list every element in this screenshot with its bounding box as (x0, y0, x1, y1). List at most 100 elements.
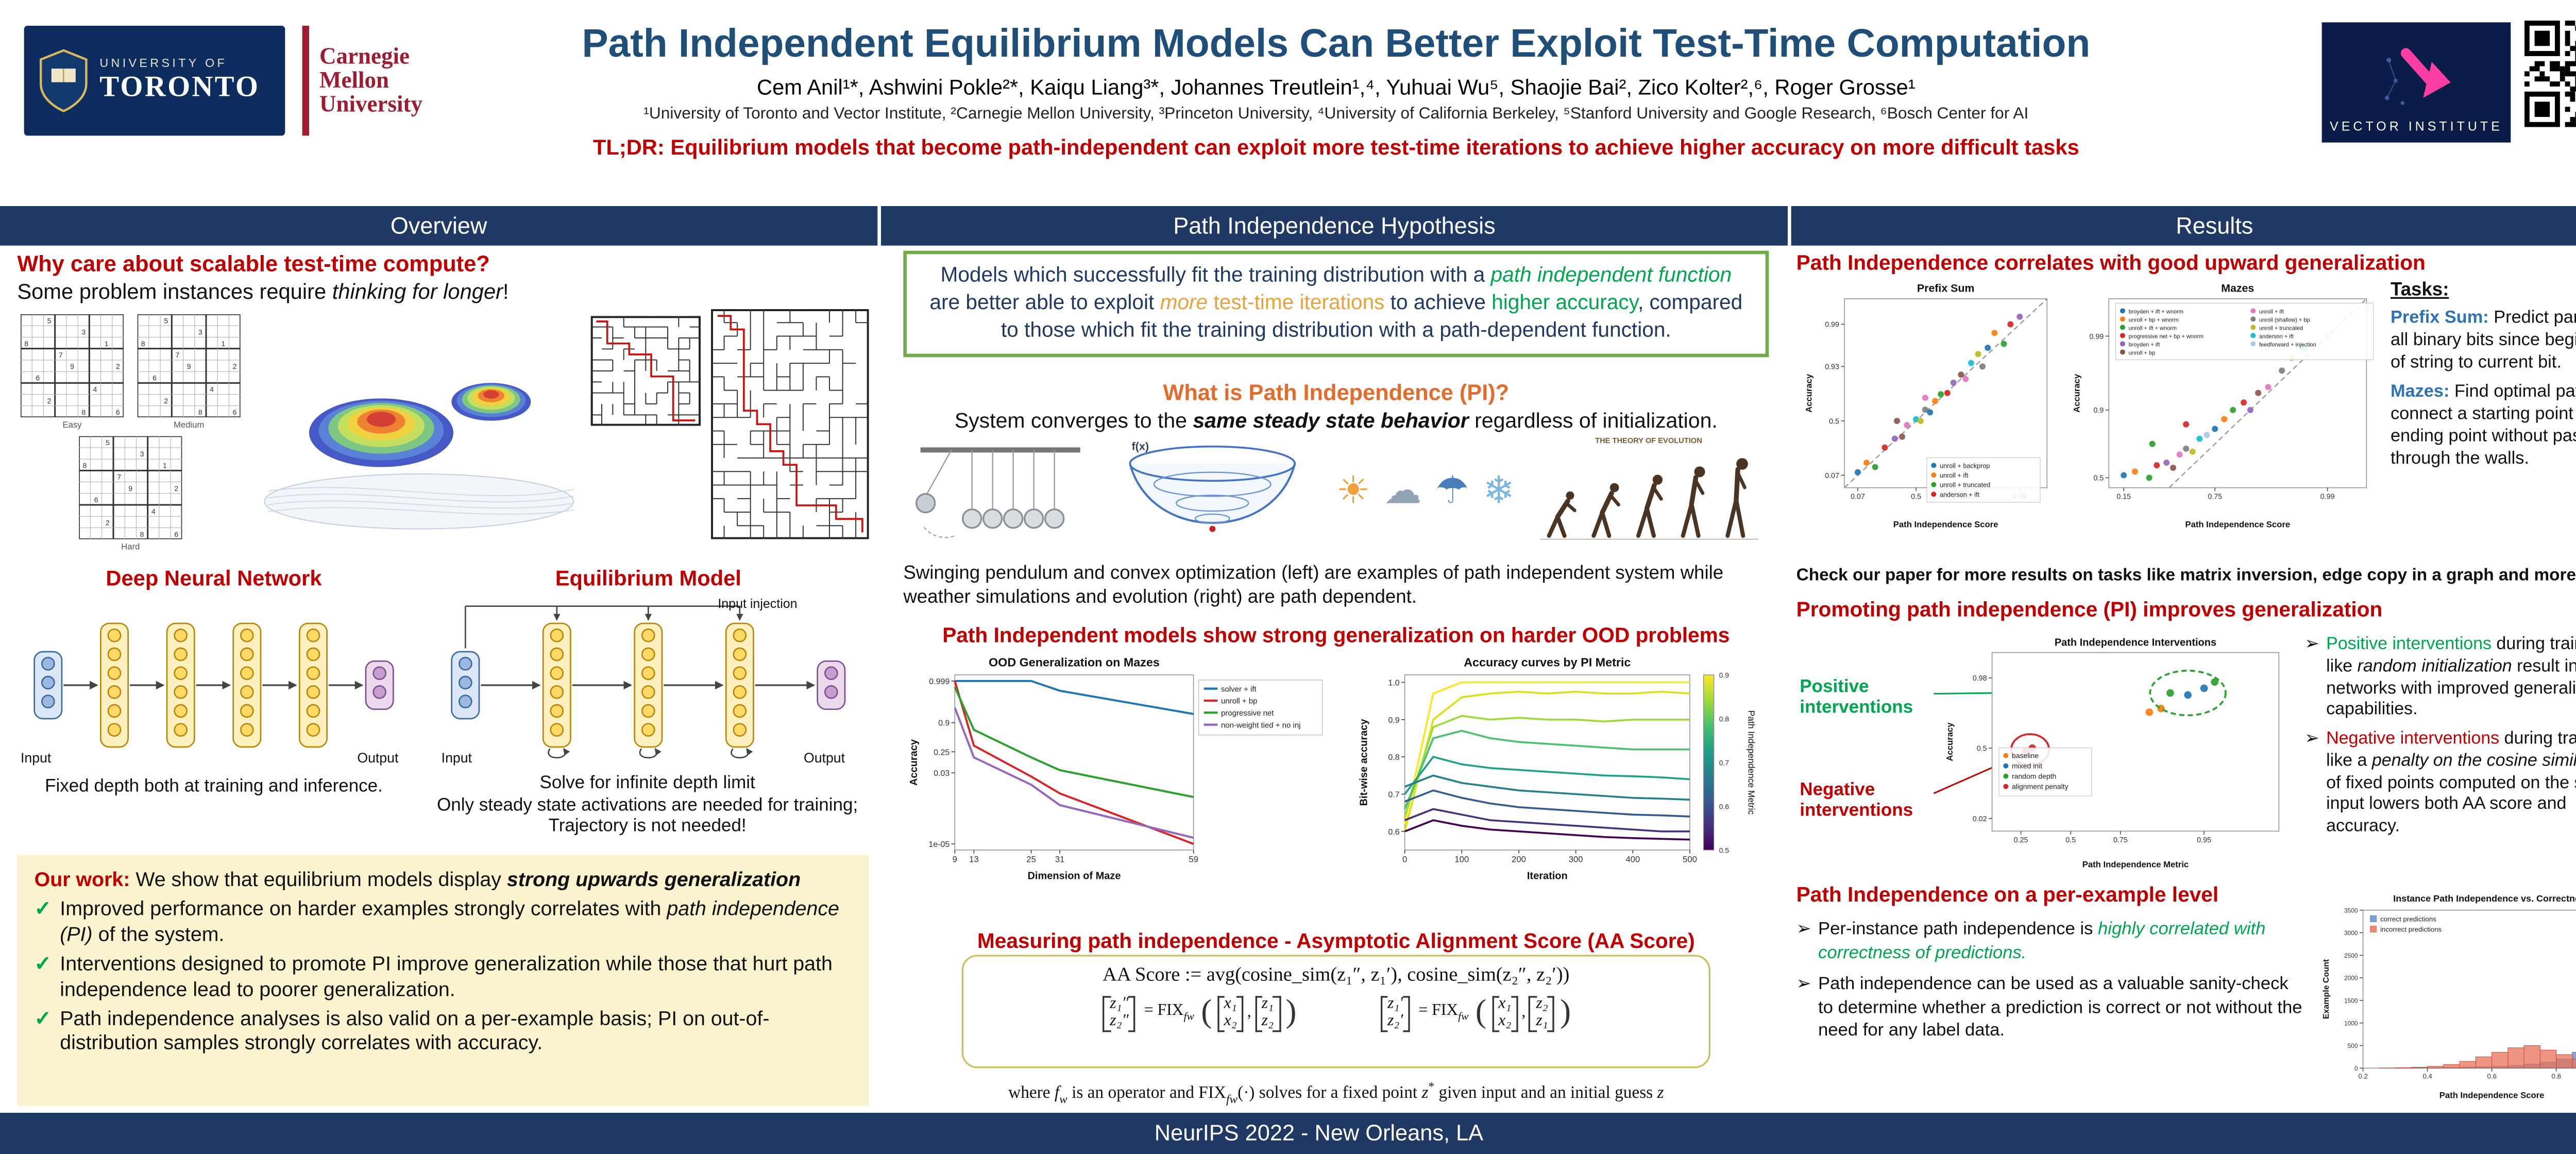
arrow-bullet-icon: ➢ (1796, 975, 1811, 995)
eq-caption-line1: Solve for infinite depth limit (539, 772, 755, 793)
svg-text:2: 2 (47, 397, 52, 405)
svg-text:solver + ift: solver + ift (1221, 685, 1257, 693)
svg-text:400: 400 (1625, 854, 1640, 864)
svg-text:6: 6 (152, 374, 157, 382)
svg-text:Accuracy: Accuracy (1804, 374, 1814, 413)
svg-text:6: 6 (94, 496, 98, 504)
svg-text:0.25: 0.25 (934, 748, 950, 757)
affiliations: ¹University of Toronto and Vector Instit… (643, 105, 2029, 124)
svg-text:7: 7 (59, 351, 63, 359)
our-work-bullet-2-text: Interventions designed to promote PI imp… (60, 952, 833, 1000)
band-overview: Overview (0, 206, 878, 246)
band-hypothesis: Path Independence Hypothesis (880, 206, 1788, 246)
eq-injection-label: Input injection (718, 596, 798, 612)
svg-text:0.75: 0.75 (2208, 493, 2222, 501)
tasks-title: Tasks: (2390, 280, 2449, 301)
svg-text:0.9: 0.9 (2093, 406, 2104, 415)
svg-text:Dimension of Maze: Dimension of Maze (1027, 871, 1121, 882)
svg-text:0.99: 0.99 (2320, 493, 2335, 501)
overview-subline: Some problem instances require thinking … (17, 280, 509, 304)
hypothesis-claim-box: Models which successfully fit the traini… (903, 250, 1769, 358)
svg-text:0.6: 0.6 (1719, 802, 1730, 810)
svg-text:unroll + ift: unroll + ift (1940, 472, 1969, 479)
prefix-sum-scatter-chart: Prefix Sum Path Independence Score Accurac… (1804, 282, 2048, 529)
check-icon: ✓ (34, 952, 52, 976)
uoft-line1: UNIVERSITY OF (99, 57, 228, 70)
svg-text:f(x): f(x) (1131, 439, 1149, 452)
svg-text:0.03: 0.03 (934, 769, 950, 778)
svg-text:broyden + ift: broyden + ift (2129, 342, 2160, 348)
svg-text:2: 2 (116, 362, 120, 370)
our-work-bullet-3-text: Path independence analyses is also valid… (60, 1006, 770, 1055)
svg-text:9: 9 (128, 484, 132, 493)
svg-text:Bit-wise accuracy: Bit-wise accuracy (1358, 719, 1369, 806)
svg-text:unroll + backprop: unroll + backprop (1940, 462, 1990, 469)
svg-text:0.93: 0.93 (1825, 363, 1839, 371)
svg-text:0.8: 0.8 (1719, 715, 1730, 723)
svg-text:Iteration: Iteration (1527, 871, 1568, 882)
header-center: Path Independent Equilibrium Models Can … (474, 21, 2198, 160)
svg-text:8: 8 (140, 530, 144, 538)
cmu-line3: University (319, 91, 422, 117)
eq-caption-line2: Only steady state activations are needed… (437, 794, 858, 837)
check-icon: ✓ (34, 897, 52, 921)
tasks-panel: Tasks: Prefix Sum: Predict parity of all… (2391, 278, 2576, 471)
band-results: Results (1791, 206, 2576, 246)
svg-text:unroll + truncated: unroll + truncated (2259, 325, 2303, 331)
svg-text:5: 5 (47, 316, 52, 325)
overview-question: Why care about scalable test-time comput… (17, 250, 490, 277)
pi-accuracy-curves-chart: Accuracy curves by PI Metric Iteration Bit… (1358, 655, 1756, 882)
task-prefix-sum: Prefix Sum: Predict parity of all binary… (2390, 309, 2576, 374)
svg-text:5: 5 (164, 316, 168, 325)
svg-text:anderson + ift: anderson + ift (1940, 491, 1980, 498)
our-work-bullet-3: ✓ Path independence analyses is also val… (35, 1006, 852, 1056)
svg-text:4: 4 (151, 507, 156, 515)
svg-text:4: 4 (93, 385, 97, 394)
svg-text:2000: 2000 (2344, 975, 2358, 982)
dnn-caption: Fixed depth both at training and inferen… (45, 776, 383, 797)
interventions-scatter-chart: Path Independence Interventions Path Inde… (1945, 637, 2280, 869)
svg-text:Path Independence Metric: Path Independence Metric (2082, 859, 2189, 869)
svg-text:0.99: 0.99 (1825, 321, 1839, 329)
svg-text:0.9: 0.9 (1719, 671, 1730, 679)
ood-heading: Path Independent models show strong gene… (942, 623, 1730, 648)
svg-text:Path Independence Score: Path Independence Score (2439, 1091, 2545, 1100)
svg-text:unroll + bp: unroll + bp (2129, 350, 2156, 356)
interventions-section: Positive interventions Negative interven… (1797, 625, 2576, 872)
vector-arrow-icon (2384, 48, 2451, 105)
svg-text:0: 0 (1402, 854, 1407, 864)
svg-text:7: 7 (176, 351, 180, 359)
svg-text:3000: 3000 (2344, 929, 2358, 937)
svg-text:8: 8 (141, 340, 145, 348)
svg-text:6: 6 (116, 408, 120, 416)
svg-text:5: 5 (106, 438, 110, 447)
equilibrium-diagram (451, 605, 846, 759)
svg-text:Path Independence Intervention: Path Independence Interventions (2055, 637, 2216, 648)
svg-text:3: 3 (81, 328, 86, 336)
svg-text:9: 9 (70, 362, 74, 370)
per-example-bullets: ➢ Per-instance path independence is high… (1797, 910, 2305, 1044)
our-work-lead: Our work: We show that equilibrium model… (34, 867, 801, 891)
intervention-bullets: ➢ Positive interventions during training… (2304, 629, 2576, 839)
svg-text:baseline: baseline (2012, 752, 2039, 760)
svg-text:0.95: 0.95 (2197, 836, 2211, 844)
svg-text:unroll + bp: unroll + bp (1221, 697, 1257, 706)
mazes-scatter-chart: Mazes Path Independence Score Accuracy 0.15… (2072, 282, 2374, 529)
svg-text:0.5: 0.5 (1829, 417, 1839, 426)
svg-text:0.25: 0.25 (2014, 836, 2028, 844)
svg-text:0.999: 0.999 (929, 677, 950, 686)
svg-text:8: 8 (81, 408, 86, 416)
aa-score-formula-box: AA Score := avg(cosine_sim(z₁″, z₁′), co… (961, 955, 1710, 1068)
svg-text:0.2: 0.2 (2358, 1072, 2368, 1080)
per-example-bullet-2: ➢ Path independence can be used as a val… (1797, 974, 2305, 1043)
negative-interventions-label: Negative interventions (1800, 779, 1913, 821)
svg-text:Accuracy: Accuracy (2072, 374, 2082, 413)
svg-text:25: 25 (1026, 854, 1036, 864)
page-title: Path Independent Equilibrium Models Can … (582, 20, 2091, 65)
svg-text:OOD Generalization on Mazes: OOD Generalization on Mazes (989, 655, 1160, 669)
svg-text:0.99: 0.99 (2089, 333, 2104, 341)
our-work-bullet-1: ✓ Improved performance on harder example… (35, 897, 852, 946)
results-heading-2: Promoting path independence (PI) improve… (1796, 597, 2383, 622)
svg-text:7: 7 (117, 473, 121, 481)
